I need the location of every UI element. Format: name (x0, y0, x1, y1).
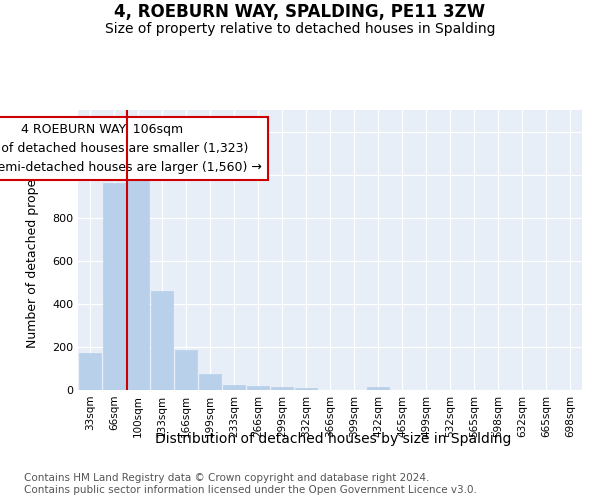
Text: Distribution of detached houses by size in Spalding: Distribution of detached houses by size … (155, 432, 511, 446)
Bar (79, 354, 101, 390)
Bar (175, 350, 197, 390)
Bar (103, 183, 125, 390)
Bar (271, 387, 293, 390)
Bar (367, 387, 389, 390)
Text: 4 ROEBURN WAY: 106sqm
← 46% of detached houses are smaller (1,323)
54% of semi-d: 4 ROEBURN WAY: 106sqm ← 46% of detached … (0, 123, 262, 174)
Text: 4, ROEBURN WAY, SPALDING, PE11 3ZW: 4, ROEBURN WAY, SPALDING, PE11 3ZW (115, 2, 485, 21)
Bar (223, 384, 245, 390)
Bar (199, 374, 221, 390)
Bar (247, 386, 269, 390)
Bar (295, 388, 317, 390)
Bar (151, 291, 173, 390)
Y-axis label: Number of detached properties: Number of detached properties (26, 152, 40, 348)
Text: Contains HM Land Registry data © Crown copyright and database right 2024.
Contai: Contains HM Land Registry data © Crown c… (24, 474, 477, 495)
Text: Size of property relative to detached houses in Spalding: Size of property relative to detached ho… (105, 22, 495, 36)
Bar (127, 174, 149, 390)
